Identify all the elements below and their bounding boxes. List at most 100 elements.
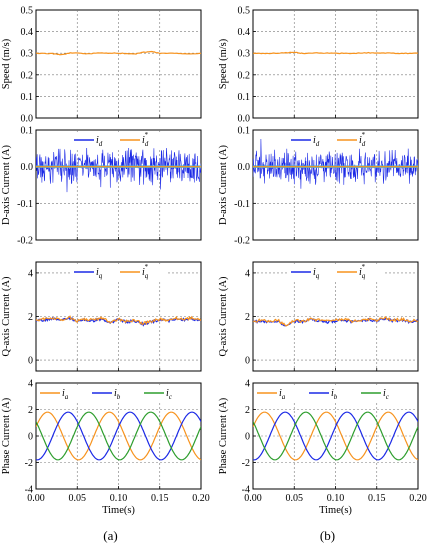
subplot-a-row4: 4 2 0 -2 -40.00 0.05 0.10 0.15 0.20 Phase Current… xyxy=(1,379,210,517)
x-tick-label: 0.20 xyxy=(409,493,427,504)
series-line-i-d xyxy=(253,138,418,189)
y-tick-label: -4 xyxy=(242,485,250,496)
y-axis-label: D-axis Current (A) xyxy=(1,145,12,225)
y-tick-label: -0.2 xyxy=(17,236,33,247)
legend: iq iq* xyxy=(289,263,385,280)
subplot-b-row3: 0 2 4 Q-axis Current (A) iq iq* xyxy=(218,261,419,372)
legend-label: id* xyxy=(359,131,366,148)
y-axis-label: Speed (m/s) xyxy=(1,38,12,89)
legend-label: iq xyxy=(96,267,103,280)
y-tick-label: 0.2 xyxy=(238,70,251,81)
y-tick-label: 0.3 xyxy=(238,49,251,60)
y-tick-label: 0.0 xyxy=(238,162,251,173)
y-tick-label: -2 xyxy=(25,458,33,469)
x-tick-label: 0.15 xyxy=(151,493,169,504)
y-tick-label: 0.5 xyxy=(21,6,34,17)
y-tick-label: 0.5 xyxy=(238,6,251,17)
y-tick-label: -0.2 xyxy=(234,236,250,247)
legend-label: iq* xyxy=(359,263,366,280)
legend-label: ic xyxy=(383,388,390,401)
x-tick-label: 0.00 xyxy=(244,493,262,504)
subplot-b-row2: 0.1 0.0 -0.1 -0.2 D-axis Current (A) id id* xyxy=(218,126,419,247)
series-line-i-c xyxy=(253,411,418,461)
x-axis-label: Time(s) xyxy=(319,505,352,516)
legend-label: id xyxy=(313,135,320,148)
series-group xyxy=(36,411,201,461)
x-tick-label: 0.05 xyxy=(69,493,87,504)
y-tick-label: 0.0 xyxy=(21,162,34,173)
subplot-a-row3: 0 2 4 Q-axis Current (A) iq iq* xyxy=(1,261,202,372)
y-axis-label: Phase Current (A) xyxy=(218,397,229,474)
y-axis-label: Speed (m/s) xyxy=(218,38,229,89)
y-tick-label: 0.0 xyxy=(21,114,34,125)
y-axis-label: Q-axis Current (A) xyxy=(1,276,12,356)
y-tick-label: -4 xyxy=(25,485,33,496)
y-tick-label: -0.1 xyxy=(17,199,33,210)
y-tick-label: 0 xyxy=(245,356,250,367)
x-tick-label: 0.10 xyxy=(327,493,345,504)
subplot-a-row2: 0.1 0.0 -0.1 -0.2 D-axis Current (A) id id* xyxy=(1,126,202,247)
legend-label: iq* xyxy=(142,263,149,280)
y-tick-label: 4 xyxy=(245,268,250,279)
y-tick-label: 2 xyxy=(28,312,33,323)
x-axis-label: Time(s) xyxy=(102,505,135,516)
x-tick-label: 0.20 xyxy=(192,493,210,504)
legend: id id* xyxy=(72,131,168,148)
legend: iq iq* xyxy=(72,263,168,280)
y-tick-label: -0.1 xyxy=(234,199,250,210)
series-group xyxy=(36,50,201,56)
series-line-i-b xyxy=(253,411,418,461)
series-line-i-d xyxy=(36,145,201,193)
legend: id id* xyxy=(289,131,385,148)
series-group xyxy=(253,51,418,55)
series-line-i-q xyxy=(36,316,201,327)
y-tick-label: 0.1 xyxy=(238,92,251,103)
y-tick-label: 4 xyxy=(245,379,250,390)
legend-background xyxy=(38,385,194,401)
series-group xyxy=(253,138,418,189)
legend-label: ia xyxy=(62,388,69,401)
series-line-speed xyxy=(253,51,418,55)
y-tick-label: 0.1 xyxy=(238,126,251,137)
y-tick-label: 4 xyxy=(28,268,33,279)
series-line-i-q-- xyxy=(36,315,201,326)
series-line-i-a xyxy=(253,411,418,461)
legend-label: iq xyxy=(313,267,320,280)
y-tick-label: 0.4 xyxy=(21,27,34,38)
legend-label: ib xyxy=(114,388,121,401)
y-tick-label: 4 xyxy=(28,379,33,390)
legend-label: id xyxy=(96,135,103,148)
legend-label: ib xyxy=(331,388,338,401)
series-line-speed xyxy=(36,50,201,56)
series-group xyxy=(36,145,201,193)
legend-label: ia xyxy=(279,388,286,401)
y-tick-label: 0.1 xyxy=(21,126,34,137)
y-tick-label: 0 xyxy=(245,432,250,443)
figure-label-a: (a) xyxy=(103,528,117,543)
legend: ia ib ic xyxy=(255,385,411,401)
subplot-b-row1: 0.0 0.1 0.2 0.3 0.4 0.5 Speed (m/s) xyxy=(218,6,419,125)
figure-label-b: (b) xyxy=(320,528,335,543)
y-tick-label: 0 xyxy=(28,432,33,443)
legend-background xyxy=(255,385,411,401)
x-tick-label: 0.00 xyxy=(27,493,45,504)
x-tick-label: 0.15 xyxy=(368,493,386,504)
series-line-i-b xyxy=(36,411,201,461)
y-tick-label: 2 xyxy=(245,405,250,416)
series-group xyxy=(36,315,201,327)
y-tick-label: 2 xyxy=(28,405,33,416)
x-tick-label: 0.10 xyxy=(110,493,128,504)
y-tick-label: -2 xyxy=(242,458,250,469)
y-axis-label: Q-axis Current (A) xyxy=(218,276,229,356)
x-tick-label: 0.05 xyxy=(286,493,304,504)
y-axis-label: Phase Current (A) xyxy=(1,397,12,474)
y-tick-label: 0.1 xyxy=(21,92,34,103)
series-line-i-q-- xyxy=(253,316,418,327)
y-tick-label: 2 xyxy=(245,312,250,323)
series-group xyxy=(253,316,418,327)
legend-label: ic xyxy=(166,388,173,401)
y-tick-label: 0.4 xyxy=(238,27,251,38)
series-line-i-a xyxy=(36,411,201,461)
legend-label: id* xyxy=(142,131,149,148)
series-group xyxy=(253,411,418,461)
